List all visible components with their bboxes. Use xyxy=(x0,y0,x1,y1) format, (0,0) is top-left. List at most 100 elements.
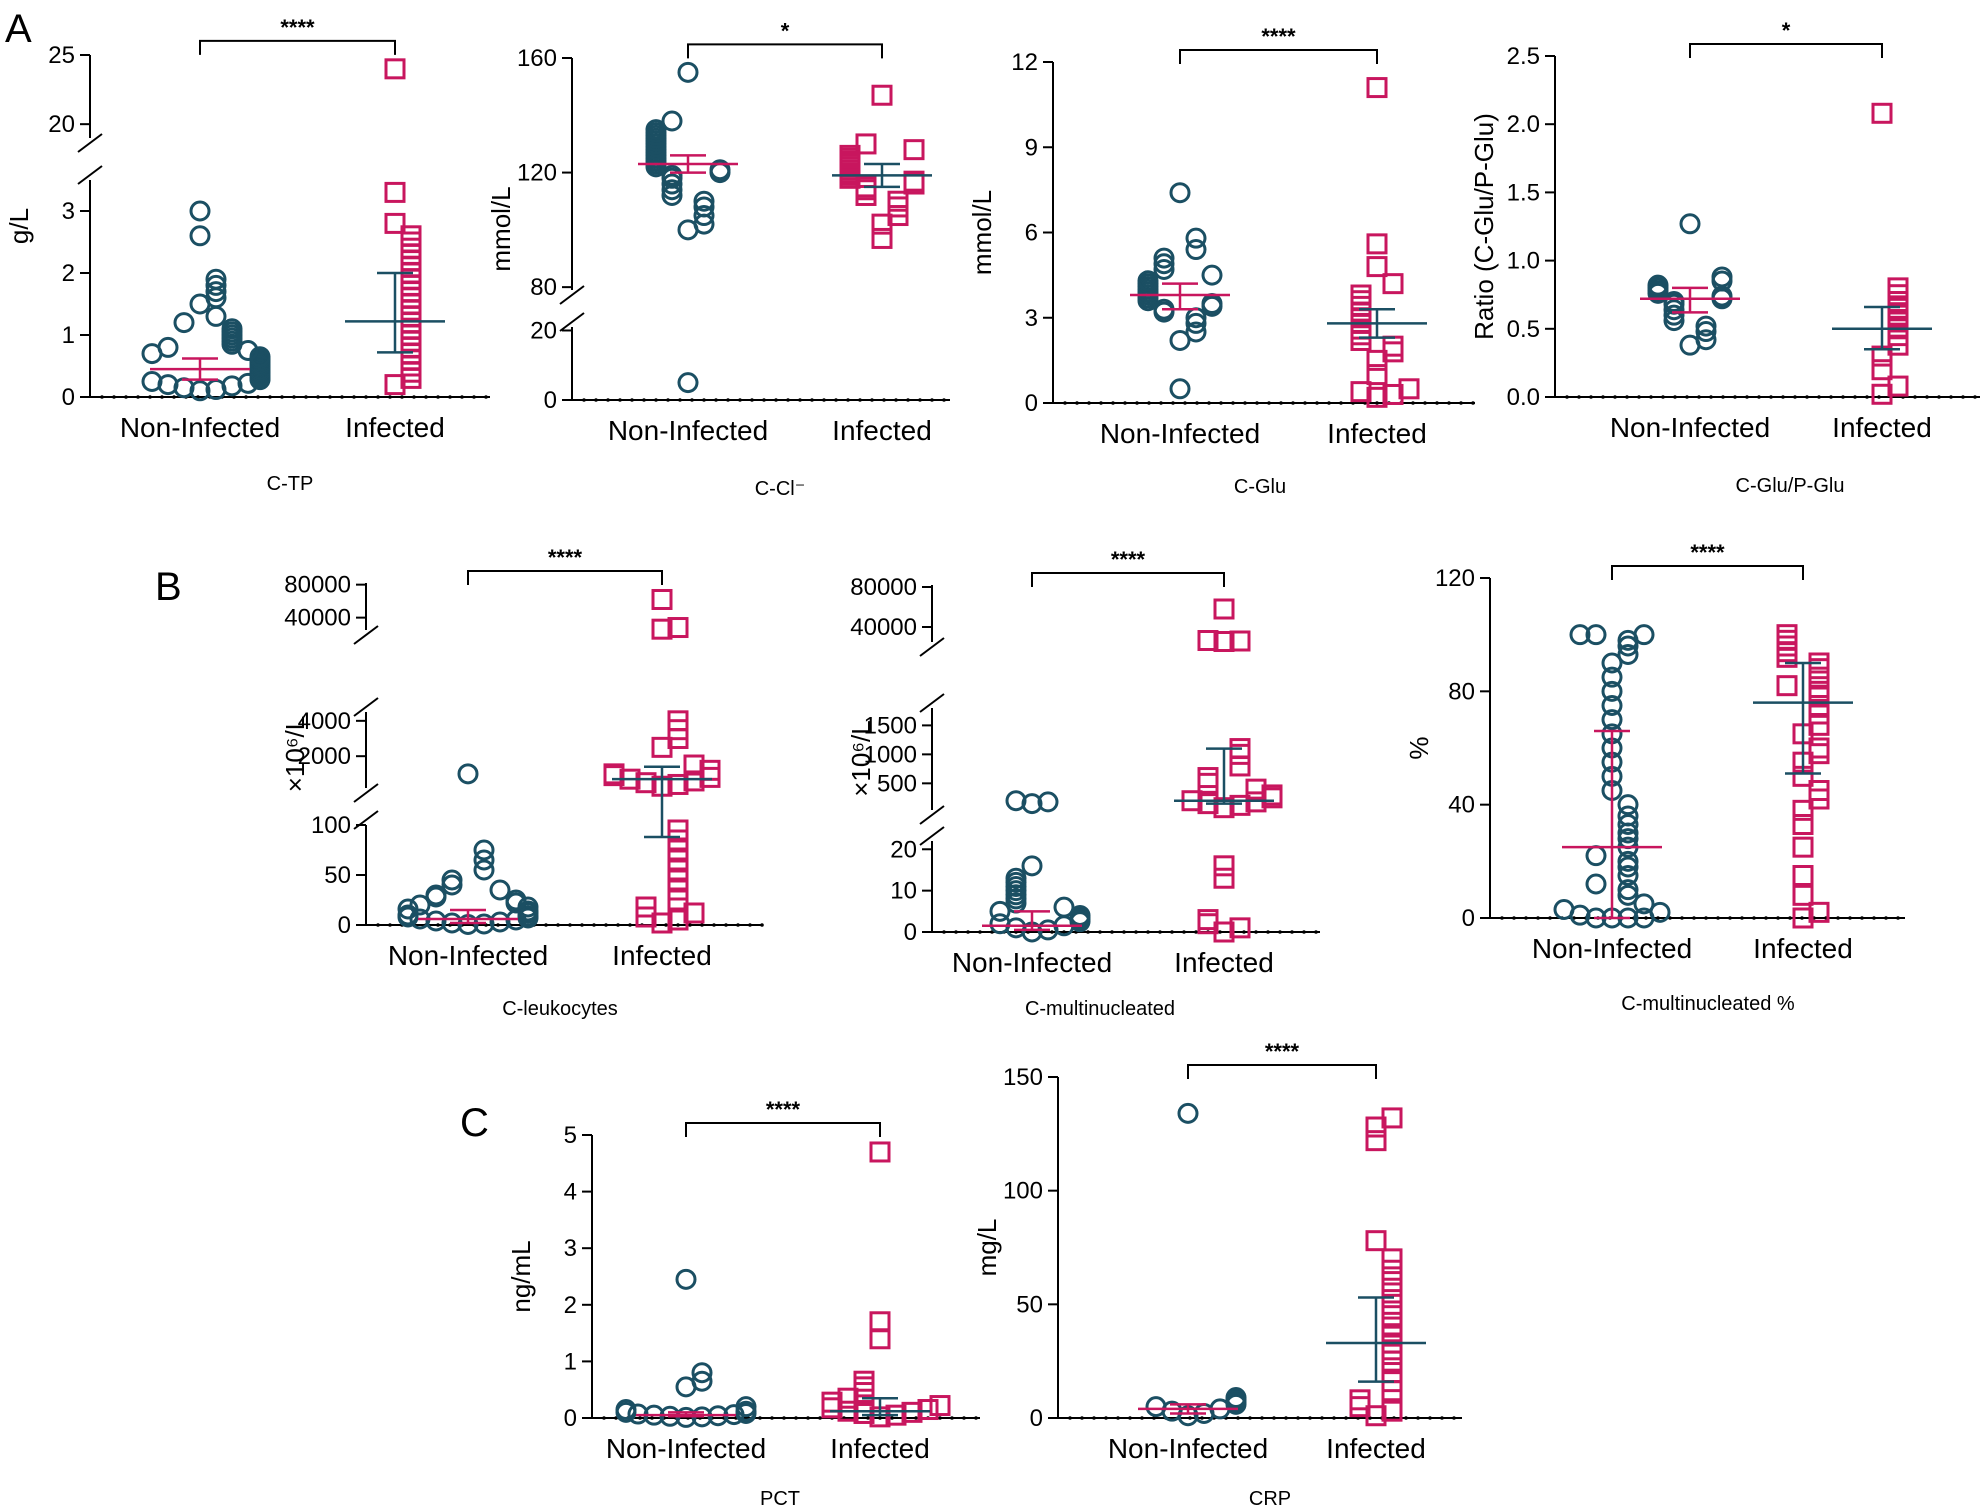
x-axis-dot xyxy=(760,923,764,927)
y-tick-label: 80 xyxy=(530,274,557,301)
data-point-infected xyxy=(1366,386,1388,408)
data-point-infected xyxy=(1382,273,1404,295)
x-category-label: Infected xyxy=(832,415,932,446)
x-axis-dot xyxy=(544,923,548,927)
data-point-non-infected xyxy=(1663,291,1685,313)
x-category-label: Non-Infected xyxy=(1610,412,1770,443)
x-axis-dot xyxy=(1291,401,1295,405)
data-point-non-infected xyxy=(1617,644,1639,665)
data-point-infected xyxy=(1366,77,1388,99)
y-tick-label: 1 xyxy=(62,322,75,349)
axis-break-mark xyxy=(353,697,379,717)
y-tick-label: 2.5 xyxy=(1507,43,1540,70)
data-point-infected xyxy=(1808,680,1830,702)
y-tick-label: 4 xyxy=(564,1179,577,1206)
x-axis-dot xyxy=(1937,395,1941,399)
data-point-non-infected xyxy=(661,164,683,186)
data-point-infected xyxy=(384,181,406,203)
x-axis-dot xyxy=(878,1416,882,1420)
y-tick-label: 0.5 xyxy=(1507,316,1540,343)
y-tick-label: 120 xyxy=(517,160,557,187)
y-tick-label: 1.5 xyxy=(1507,179,1540,206)
x-axis-dot xyxy=(280,395,284,399)
x-axis-dot xyxy=(1104,1416,1108,1420)
x-axis-dot xyxy=(818,1416,822,1420)
x-axis-dot xyxy=(1159,401,1163,405)
y-tick-label: 5 xyxy=(564,1122,577,1149)
x-axis-dot xyxy=(1267,401,1271,405)
y-tick-label: 160 xyxy=(517,45,557,72)
x-axis-dot xyxy=(1314,930,1318,934)
data-point-non-infected xyxy=(1679,213,1701,235)
data-point-infected xyxy=(1381,1400,1403,1422)
x-axis-dot xyxy=(448,395,452,399)
chart-pct: 0 1 2 3 4 5 ng/mL Non-Infected Infected PCT **** xyxy=(506,1097,980,1510)
x-category-label: Infected xyxy=(1832,412,1932,443)
x-axis-dot xyxy=(148,395,152,399)
data-point-infected xyxy=(400,225,422,247)
significance-label: **** xyxy=(1111,547,1146,572)
data-point-infected xyxy=(1381,1282,1403,1304)
y-axis-title: ng/mL xyxy=(506,1240,536,1312)
x-axis-dot xyxy=(304,395,308,399)
data-point-non-infected xyxy=(205,305,227,327)
x-axis-dot xyxy=(1565,395,1569,399)
x-axis-dot xyxy=(1685,395,1689,399)
x-axis-dot xyxy=(160,395,164,399)
data-point-infected xyxy=(1229,917,1251,939)
y-tick-label: 0 xyxy=(544,387,557,414)
data-point-infected xyxy=(1887,375,1909,397)
x-axis-dot xyxy=(1577,395,1581,399)
data-point-infected xyxy=(839,144,861,166)
data-point-infected xyxy=(929,1395,951,1417)
x-axis-dot xyxy=(748,923,752,927)
significance-label: **** xyxy=(548,545,583,570)
chart-title: C-TP xyxy=(267,473,314,495)
y-tick-label: 20 xyxy=(890,836,917,863)
data-point-non-infected xyxy=(205,281,227,303)
y-tick-label: 3 xyxy=(1025,305,1038,332)
data-point-infected xyxy=(1366,233,1388,255)
data-point-infected xyxy=(1229,794,1251,816)
x-axis-dot xyxy=(1757,395,1761,399)
x-axis-dot xyxy=(1128,1416,1132,1420)
data-point-non-infected xyxy=(1201,264,1223,286)
x-axis-dot xyxy=(866,1416,870,1420)
x-axis-dot xyxy=(1673,395,1677,399)
data-point-infected xyxy=(1245,778,1267,800)
x-axis-dot xyxy=(1836,916,1840,920)
data-point-non-infected xyxy=(1069,904,1091,926)
data-point-non-infected xyxy=(1633,893,1655,915)
data-point-infected xyxy=(853,1370,875,1392)
x-axis-dot xyxy=(870,398,874,402)
data-point-infected xyxy=(1808,714,1830,736)
x-axis-dot xyxy=(1135,401,1139,405)
chart-title: C-Glu xyxy=(1234,476,1286,498)
x-axis-dot xyxy=(774,398,778,402)
data-point-infected xyxy=(400,243,422,265)
data-point-non-infected xyxy=(1553,899,1575,920)
data-point-non-infected xyxy=(1695,329,1717,351)
data-point-infected xyxy=(1381,1248,1403,1270)
x-axis-dot xyxy=(1817,395,1821,399)
y-axis-title: ×10⁶/L xyxy=(280,716,310,793)
data-point-infected xyxy=(1197,909,1219,931)
x-axis-dot xyxy=(1649,395,1653,399)
y-tick-label: 1 xyxy=(564,1348,577,1375)
x-axis-dot xyxy=(1050,930,1054,934)
data-point-non-infected xyxy=(505,889,527,911)
y-tick-label: 40000 xyxy=(284,605,351,632)
data-point-infected xyxy=(683,754,705,776)
x-axis-dot xyxy=(664,923,668,927)
x-category-label: Non-Infected xyxy=(1100,418,1260,449)
data-point-non-infected xyxy=(1177,1102,1199,1124)
x-axis-dot xyxy=(846,398,850,402)
data-point-non-infected xyxy=(691,1362,713,1384)
x-axis-dot xyxy=(1728,916,1732,920)
x-axis-dot xyxy=(1644,916,1648,920)
data-point-non-infected xyxy=(141,371,163,392)
x-axis-dot xyxy=(1423,401,1427,405)
data-point-non-infected xyxy=(441,869,463,891)
x-axis-dot xyxy=(1254,930,1258,934)
